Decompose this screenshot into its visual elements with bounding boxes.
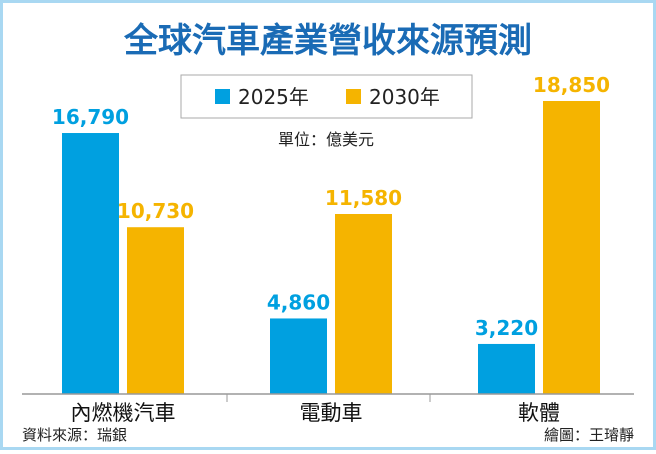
data-label: 10,730 <box>117 199 194 223</box>
source-note: 資料來源：瑞銀 <box>22 426 127 444</box>
legend-swatch-2025 <box>215 89 230 104</box>
data-label: 4,860 <box>267 290 330 314</box>
bar <box>127 227 184 394</box>
category-label: 內燃機汽車 <box>71 401 176 425</box>
data-label: 3,220 <box>475 316 538 340</box>
data-label: 16,790 <box>52 105 129 129</box>
bar <box>270 318 327 394</box>
bar <box>543 101 600 394</box>
unit-label: 單位：億美元 <box>278 130 374 149</box>
bar <box>478 343 535 394</box>
data-label: 18,850 <box>533 73 610 97</box>
legend-swatch-2030 <box>346 89 361 104</box>
chart-title: 全球汽車產業營收來源預測 <box>123 21 532 61</box>
bar <box>62 133 119 395</box>
data-label: 11,580 <box>325 186 402 210</box>
credit-note: 繪圖：王璿靜 <box>544 426 634 444</box>
legend-label-2030: 2030年 <box>369 85 440 109</box>
category-label: 軟體 <box>518 401 560 425</box>
bar <box>335 214 392 394</box>
category-label: 電動車 <box>300 401 363 425</box>
legend-label-2025: 2025年 <box>238 85 309 109</box>
